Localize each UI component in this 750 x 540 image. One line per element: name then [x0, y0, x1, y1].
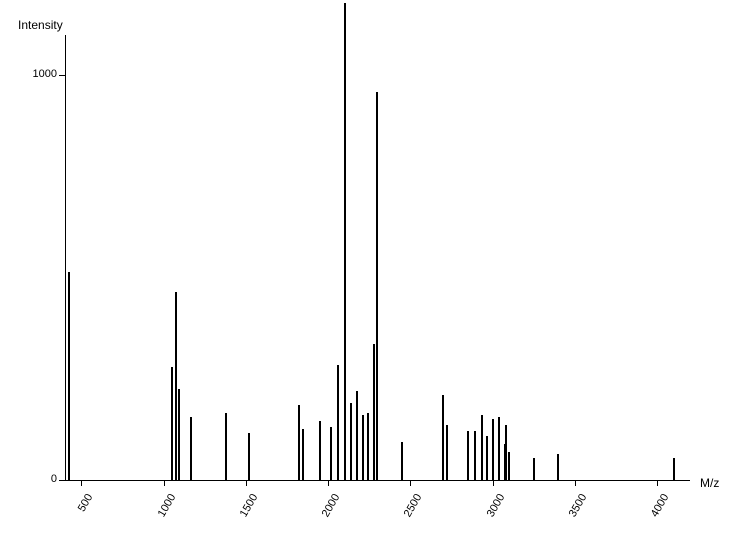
x-tick-mark: [657, 480, 658, 486]
x-axis-title: M/z: [700, 476, 719, 490]
x-tick-label: 1000: [148, 492, 178, 533]
spectrum-peak: [367, 413, 369, 480]
spectrum-peak: [401, 442, 403, 480]
spectrum-peak: [330, 427, 332, 480]
x-tick-label: 3000: [477, 492, 507, 533]
spectrum-peak: [446, 425, 448, 480]
spectrum-peak: [248, 433, 250, 480]
spectrum-peak: [673, 458, 675, 480]
spectrum-peak: [68, 272, 70, 480]
spectrum-peak: [178, 389, 180, 480]
x-axis-line: [65, 480, 690, 481]
y-axis-line: [65, 35, 66, 480]
x-tick-label: 1500: [230, 492, 260, 533]
spectrum-peak: [533, 458, 535, 480]
spectrum-peak: [498, 417, 500, 480]
spectrum-peak: [350, 403, 352, 480]
x-tick-mark: [164, 480, 165, 486]
spectrum-peak: [505, 425, 507, 480]
x-tick-mark: [410, 480, 411, 486]
x-tick-label: 500: [65, 492, 95, 533]
x-tick-mark: [575, 480, 576, 486]
x-tick-label: 4000: [641, 492, 671, 533]
spectrum-peak: [376, 92, 378, 480]
x-tick-label: 3500: [559, 492, 589, 533]
spectrum-peak: [175, 292, 177, 480]
spectrum-peak: [362, 415, 364, 480]
spectrum-peak: [319, 421, 321, 480]
x-tick-mark: [493, 480, 494, 486]
spectrum-peak: [190, 417, 192, 480]
spectrum-peak: [492, 419, 494, 480]
x-tick-label: 2500: [394, 492, 424, 533]
x-tick-mark: [246, 480, 247, 486]
spectrum-peak: [557, 454, 559, 480]
mass-spectrum-chart: Intensity M/z 0 1000 500 1000 1500 2000 2500 3…: [0, 0, 750, 540]
x-tick-mark: [328, 480, 329, 486]
spectrum-peak: [171, 367, 173, 480]
x-tick-mark: [81, 480, 82, 486]
x-tick-label: 2000: [312, 492, 342, 533]
spectrum-peak: [302, 429, 304, 480]
spectrum-peak: [344, 3, 346, 480]
spectrum-peak: [337, 365, 339, 480]
spectrum-peak: [298, 405, 300, 480]
spectrum-peak: [442, 395, 444, 480]
spectrum-peak: [356, 391, 358, 480]
y-tick-label: 1000: [21, 68, 57, 80]
spectrum-peak: [481, 415, 483, 480]
spectrum-peak: [508, 452, 510, 480]
y-tick-mark: [59, 480, 65, 481]
y-tick-label: 0: [21, 473, 57, 485]
y-tick-mark: [59, 75, 65, 76]
spectrum-peak: [486, 436, 488, 481]
spectrum-peak: [225, 413, 227, 480]
spectrum-peak: [474, 431, 476, 480]
y-axis-title: Intensity: [18, 18, 63, 32]
spectrum-peak: [467, 431, 469, 480]
